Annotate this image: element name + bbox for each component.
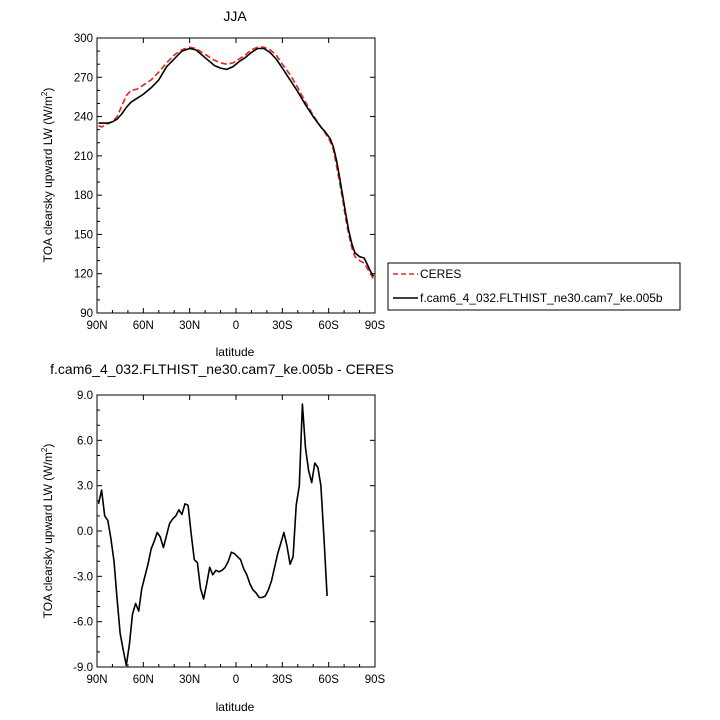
bottom-y-axis-label-superscript: 2 [40, 447, 49, 452]
chart0-x-tick-label: 90S [365, 320, 386, 332]
chart0-y-tick-label: 150 [74, 229, 93, 241]
chart0-x-tick-label: 60N [133, 320, 154, 332]
chart0-y-tick-label: 270 [74, 72, 93, 84]
bottom-panel: f.cam6_4_032.FLTHIST_ne30.cam7_ke.005b -… [40, 361, 394, 714]
chart0-series-line-0 [98, 46, 375, 280]
chart0-y-tick-label: 120 [74, 269, 93, 281]
chart1-frame [96, 394, 376, 668]
chart1-x-tick-label: 30N [179, 674, 200, 686]
chart1-x-tick-label: 90S [365, 674, 386, 686]
chart0-y-tick-label: 240 [74, 112, 93, 124]
chart1-y-tick-label: -9.0 [73, 662, 93, 674]
chart1-y-tick-label: -3.0 [73, 571, 93, 583]
top-panel: JJA 90N 60N 30N 0 30S 60S 90S 90 120 150 180 210 240… [40, 8, 386, 359]
chart0-frame [96, 37, 376, 314]
chart1-y-tick-label: 6.0 [77, 435, 93, 447]
legend-frame [387, 262, 681, 311]
chart1-x-tick-label: 0 [233, 674, 239, 686]
legend-label-model: f.cam6_4_032.FLTHIST_ne30.cam7_ke.005b [420, 291, 663, 305]
chart0-y-tick-label: 90 [80, 308, 93, 320]
top-y-axis-label: TOA clearsky upward LW (W/m2) [40, 88, 55, 263]
chart0-x-tick-label: 30S [272, 320, 293, 332]
bottom-x-axis-label: latitude [216, 700, 255, 714]
chart1-x-tick-label: 30S [272, 674, 293, 686]
top-y-axis-label-main: TOA clearsky upward LW (W/m [41, 96, 55, 262]
chart1-y-tick-label: 0.0 [77, 526, 93, 538]
chart1-y-tick-label: 3.0 [77, 481, 93, 493]
top-panel-title: JJA [223, 8, 247, 24]
chart0-y-tick-label: 180 [74, 190, 93, 202]
chart1-x-tick-label: 60N [133, 674, 154, 686]
bottom-plot-area: 90N 60N 30N 0 30S 60S 90S -9.0 -6.0 -3.0 0.0 3.0 6.0… [73, 390, 385, 686]
bottom-y-axis-label-main: TOA clearsky upward LW (W/m [41, 452, 55, 618]
top-y-axis-label-end: ) [41, 88, 55, 92]
chart1-y-tick-label: 9.0 [77, 390, 93, 402]
chart0-x-tick-label: 30N [179, 320, 200, 332]
bottom-y-axis-label: TOA clearsky upward LW (W/m2) [40, 444, 55, 619]
chart0-series-line-1 [98, 47, 375, 277]
bottom-y-axis-label-end: ) [41, 444, 55, 448]
legend-label-ceres: CERES [420, 267, 461, 281]
chart0-x-tick-label: 90N [86, 320, 107, 332]
bottom-panel-title: f.cam6_4_032.FLTHIST_ne30.cam7_ke.005b -… [50, 361, 394, 377]
legend: CERES f.cam6_4_032.FLTHIST_ne30.cam7_ke.… [387, 262, 681, 311]
chart1-x-tick-label: 90N [86, 674, 107, 686]
top-x-axis-label: latitude [216, 345, 255, 359]
chart1-x-tick-label: 60S [318, 674, 339, 686]
chart1-series-line-0 [97, 403, 328, 667]
top-plot-area: 90N 60N 30N 0 30S 60S 90S 90 120 150 180 210 240 270 3… [74, 33, 386, 332]
chart1-y-tick-label: -6.0 [73, 617, 93, 629]
chart0-x-tick-label: 60S [318, 320, 339, 332]
chart0-y-tick-label: 300 [74, 33, 93, 45]
chart0-x-tick-label: 0 [233, 320, 239, 332]
chart0-y-tick-label: 210 [74, 151, 93, 163]
top-y-axis-label-superscript: 2 [40, 91, 49, 96]
